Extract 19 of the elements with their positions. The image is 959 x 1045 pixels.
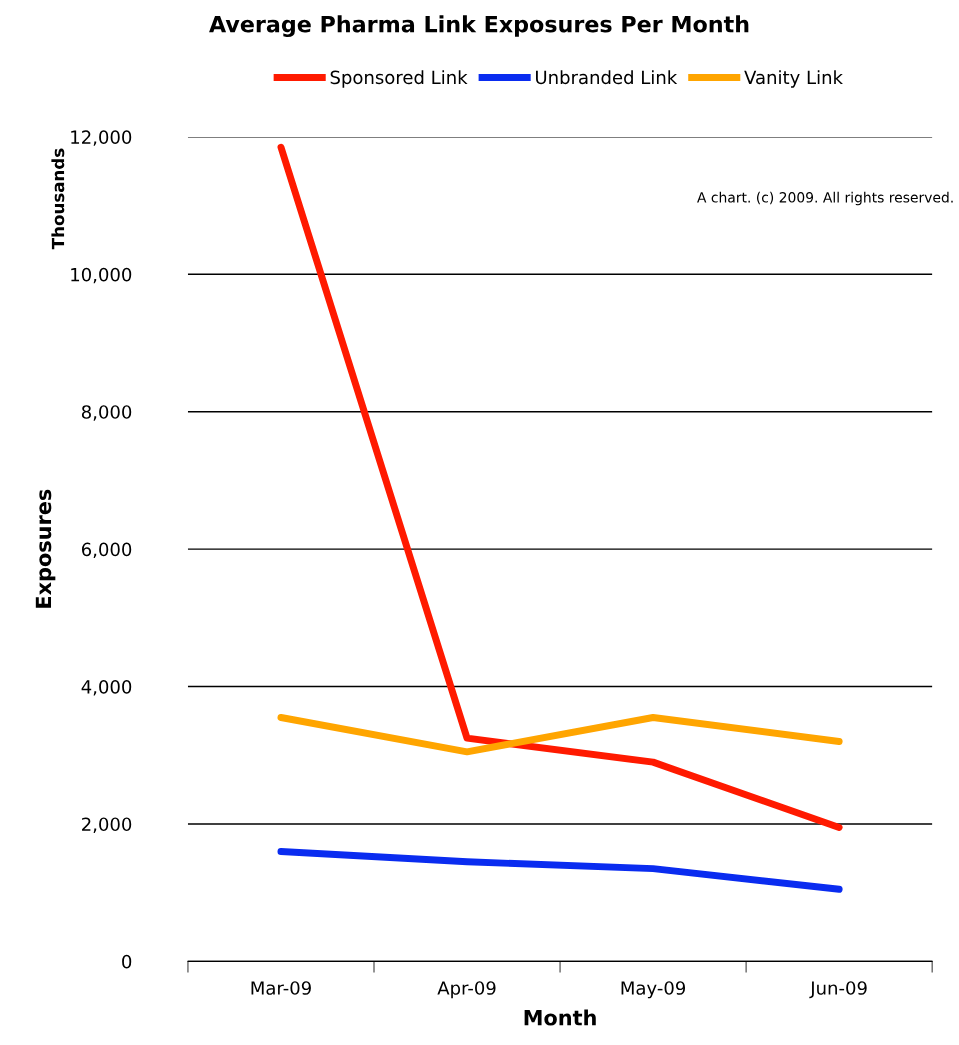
y-tick-label: 8,000 <box>81 405 132 421</box>
x-tick-label: Jun-09 <box>809 981 867 999</box>
y-tick-label: 6,000 <box>81 542 132 559</box>
legend-label: Vanity Link <box>744 70 843 88</box>
legend-label: Sponsored Link <box>330 70 468 88</box>
text: Thousands <box>51 148 65 250</box>
x-tick-label: May-09 <box>621 981 686 999</box>
y-tick-label: 0 <box>122 954 132 969</box>
x-tick-label: Apr-09 <box>437 981 496 999</box>
annotation: A chart. (c) 2009. All rights reserved. <box>697 191 953 206</box>
legend-label: Unbranded Link <box>536 70 678 85</box>
y-tick-label: 2,000 <box>82 817 132 833</box>
x-tick-label: Mar-09 <box>251 981 311 995</box>
y-tick-label: 10,000 <box>71 267 132 284</box>
y-tick-label: 12,000 <box>71 130 132 146</box>
y-axis-title: Exposures <box>35 489 56 608</box>
y-tick-label: 4,000 <box>81 680 132 696</box>
chart-title: Average Pharma Link Exposures Per Month <box>209 15 749 37</box>
x-axis-title: Month <box>524 1009 596 1026</box>
